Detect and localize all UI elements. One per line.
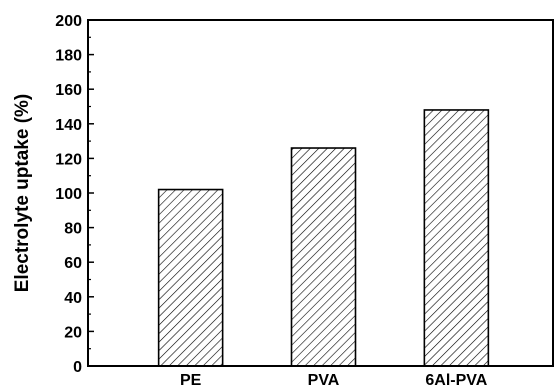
y-tick-label: 120	[55, 151, 82, 168]
bar-pe	[157, 188, 224, 367]
y-tick-label: 200	[55, 13, 82, 30]
x-tick-label: PE	[180, 372, 202, 389]
y-tick-label: 80	[64, 221, 82, 238]
y-tick-label: 180	[55, 48, 82, 65]
y-axis-label: Electrolyte uptake (%)	[12, 94, 33, 293]
y-tick-label: 100	[55, 186, 82, 203]
bar-pva	[290, 147, 357, 367]
y-tick-label: 60	[64, 255, 82, 272]
y-tick-label: 160	[55, 82, 82, 99]
plot-frame	[87, 19, 554, 367]
y-axis-ticks: 0 20 40 60 80 100 120 140 160 180 200	[55, 13, 94, 376]
x-tick-label: 6Al-PVA	[425, 372, 487, 389]
bar-6al-pva	[423, 109, 490, 367]
bars	[157, 109, 490, 367]
y-tick-label: 40	[64, 290, 82, 307]
x-tick-label: PVA	[308, 372, 340, 389]
y-tick-label: 20	[64, 324, 82, 341]
y-tick-label: 140	[55, 117, 82, 134]
y-tick-label: 0	[73, 359, 82, 376]
x-axis-tick-labels: PE PVA 6Al-PVA	[180, 372, 488, 389]
